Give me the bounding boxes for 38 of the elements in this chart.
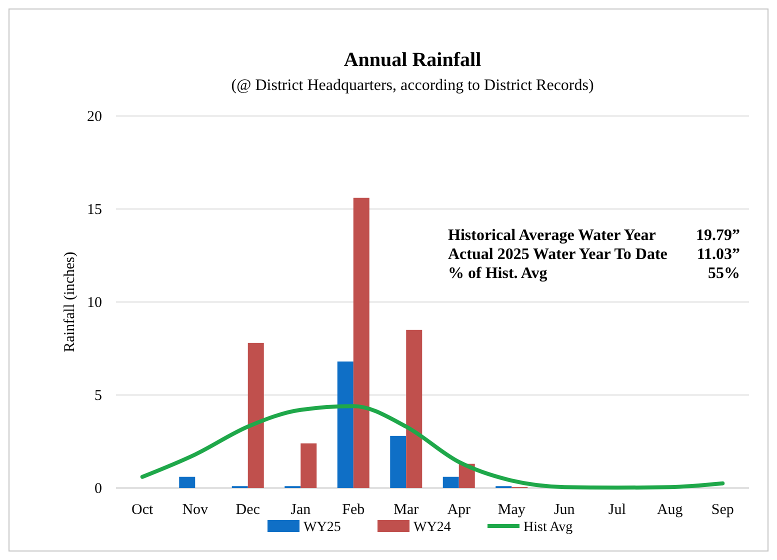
- y-tick-label: 20: [87, 109, 102, 125]
- y-tick-label: 5: [94, 388, 102, 404]
- bar: [337, 362, 354, 488]
- annotation: 55%: [708, 265, 740, 282]
- chart-subtitle: (@ District Headquarters, according to District Records): [231, 77, 594, 94]
- bar: [179, 476, 196, 488]
- bar: [353, 198, 370, 488]
- legend-label: WY25: [304, 520, 341, 535]
- bar: [406, 330, 422, 488]
- x-tick-label: Sep: [711, 502, 734, 518]
- bar: [390, 436, 406, 488]
- annotation: 19.79”: [696, 227, 740, 244]
- chart-title: Annual Rainfall: [344, 49, 482, 71]
- bar: [300, 443, 317, 488]
- y-tick-label: 0: [94, 481, 102, 497]
- y-axis-title: Rainfall (inches): [62, 252, 78, 352]
- x-tick-label: May: [498, 502, 526, 518]
- x-tick-label: Feb: [342, 502, 365, 518]
- x-tick-label: Jul: [608, 502, 626, 518]
- x-tick-label: Nov: [182, 502, 209, 518]
- legend-label: Hist Avg: [524, 520, 573, 535]
- x-tick-label: Jan: [290, 502, 312, 518]
- x-tick-label: Mar: [394, 502, 419, 518]
- line-series: [140, 404, 725, 490]
- x-tick-label: Aug: [656, 502, 684, 518]
- y-tick-label: 15: [87, 202, 102, 218]
- bar: [442, 476, 459, 488]
- x-tick-label: Oct: [132, 502, 154, 518]
- legend-label: WY24: [414, 520, 451, 535]
- annotation: % of Hist. Avg: [448, 265, 548, 282]
- y-tick-label: 10: [87, 295, 102, 311]
- annotation: Actual 2025 Water Year To Date: [448, 246, 668, 263]
- x-tick-label: Apr: [447, 502, 471, 518]
- annotation: Historical Average Water Year: [448, 227, 656, 244]
- x-tick-label: Jun: [554, 502, 576, 518]
- bar: [248, 342, 264, 488]
- x-tick-label: Dec: [236, 502, 260, 518]
- annotation: 11.03”: [696, 246, 740, 263]
